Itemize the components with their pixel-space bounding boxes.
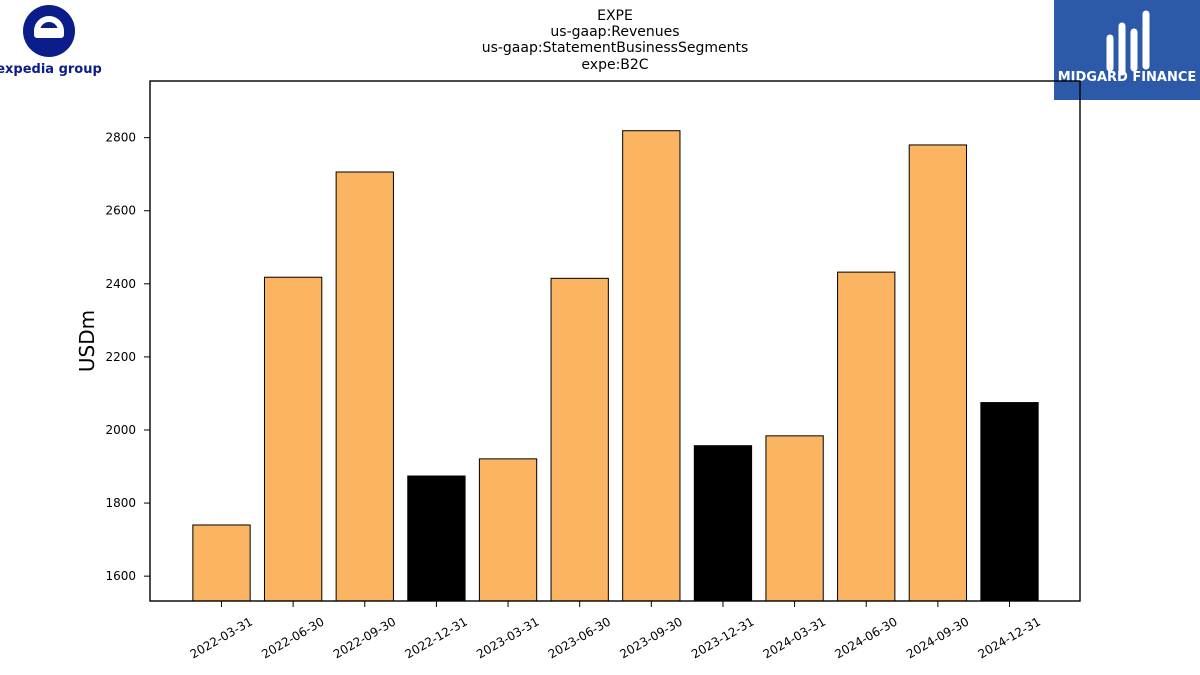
chart-title-line-2: us-gaap:Revenues [550,24,679,40]
midgard-logo-mark-icon [1106,10,1150,76]
x-tick-label: 2023-06-30 [546,614,613,661]
midgard-logo-text: MIDGARD FINANCE [1058,70,1197,85]
x-tick-label: 2024-12-31 [976,614,1043,661]
expedia-group-logo: expedia group [0,5,102,77]
bar-2022-12-31 [407,475,466,602]
bar-2024-12-31 [980,402,1039,602]
bar-2024-06-30 [837,271,896,602]
bar-2024-03-31 [765,435,824,602]
x-tick-label: 2023-12-31 [689,614,756,661]
midgard-finance-logo: MIDGARD FINANCE [1054,0,1200,100]
chart-title-line-3: us-gaap:StatementBusinessSegments [482,40,749,56]
x-tick-label: 2024-09-30 [904,614,971,661]
bars-layer [192,130,1039,602]
x-tick-label: 2022-03-31 [188,614,255,661]
x-tick-label: 2023-03-31 [474,614,541,661]
bar-2022-06-30 [263,276,323,602]
y-tick-label: 2400 [105,277,136,291]
bar-2022-09-30 [335,171,394,602]
expedia-e-glyph-icon [33,16,65,38]
plot-area-frame [149,80,1081,602]
bar-2023-03-31 [478,458,538,602]
bar-2023-09-30 [622,130,681,602]
expedia-logo-text: expedia group [0,62,102,77]
midgard-logo-background [1054,0,1200,100]
x-tick-label: 2022-12-31 [403,614,470,661]
chart-title-line-1: EXPE [597,8,633,24]
x-tick-label: 2022-06-30 [259,614,326,661]
bar-2023-06-30 [550,277,609,602]
y-tick-label: 1600 [105,569,136,583]
bar-2022-03-31 [192,524,251,602]
x-axis-ticks: 2022-03-31 2022-06-30 2022-09-30 2022-12-31… [188,601,1043,661]
y-tick-label: 1800 [105,496,136,510]
x-tick-label: 2022-09-30 [331,614,398,661]
x-tick-label: 2024-06-30 [832,614,899,661]
x-tick-label: 2023-09-30 [617,614,684,661]
y-tick-label: 2800 [105,131,136,145]
y-tick-label: 2000 [105,423,136,437]
bar-2023-12-31 [693,445,753,602]
y-axis-ticks: 1600 1800 2000 2200 2400 2600 2800 [105,131,150,583]
bar-2024-09-30 [908,144,968,602]
y-axis-label: USDm [75,310,99,372]
y-tick-label: 2200 [105,350,136,364]
y-tick-label: 2600 [105,204,136,218]
chart-title-line-4: expe:B2C [581,57,648,73]
x-tick-label: 2024-03-31 [761,614,828,661]
